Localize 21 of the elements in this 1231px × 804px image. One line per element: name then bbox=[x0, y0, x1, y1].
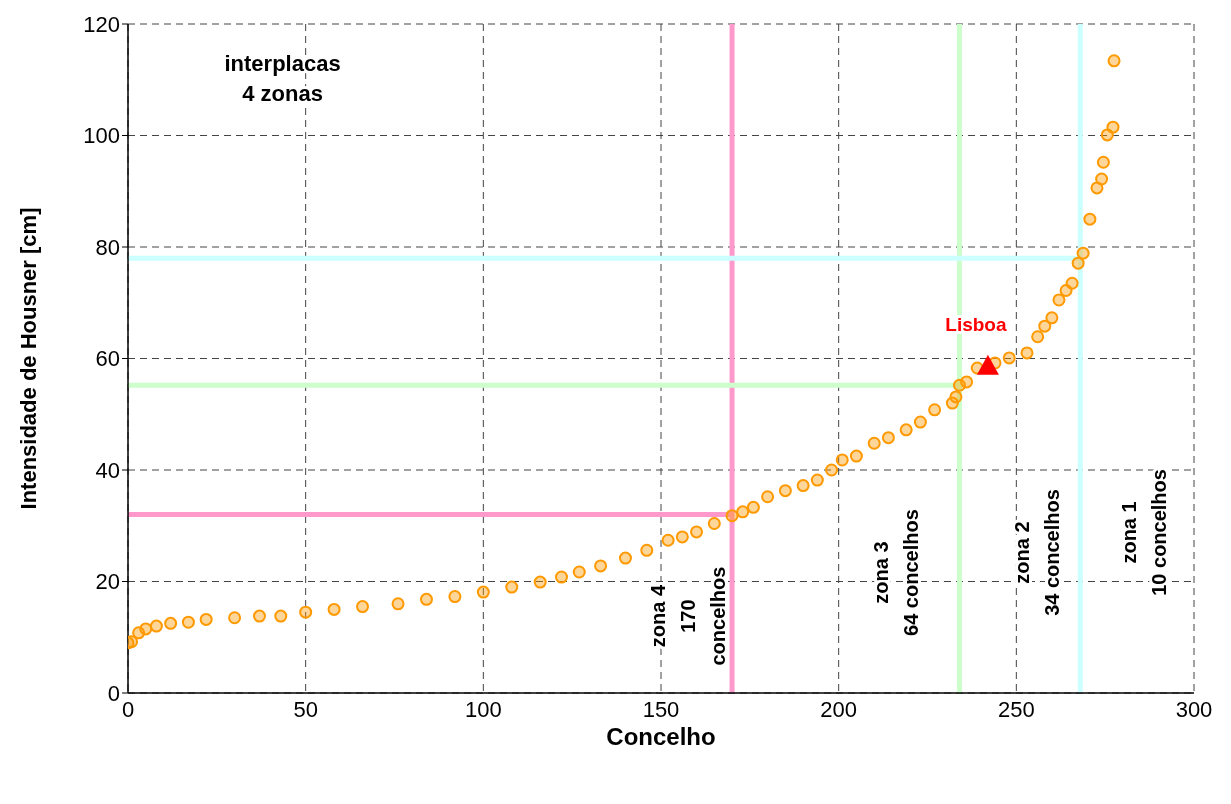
x-tick-label: 100 bbox=[464, 696, 502, 722]
y-axis-title: Intensidade de Housner [cm] bbox=[15, 207, 41, 510]
x-axis-title: Concelho bbox=[606, 723, 716, 750]
x-tick-label: 50 bbox=[293, 696, 318, 722]
x-tick-label: 300 bbox=[1175, 696, 1213, 722]
y-tick-label: 40 bbox=[95, 457, 120, 483]
y-tick-label: 80 bbox=[95, 234, 120, 260]
x-tick-label: 150 bbox=[642, 696, 680, 722]
annotation: zona 1 10 concelhos bbox=[1117, 469, 1170, 596]
y-tick-label: 0 bbox=[107, 680, 120, 706]
annotation: zona 3 64 concelhos bbox=[869, 509, 922, 636]
y-tick-label: 100 bbox=[83, 123, 120, 149]
x-tick-label: 250 bbox=[997, 696, 1035, 722]
y-tick-label: 60 bbox=[95, 346, 120, 372]
series-label: Lisboa bbox=[945, 313, 1007, 335]
y-tick-label: 20 bbox=[95, 569, 120, 595]
annotation: interplacas 4 zonas bbox=[224, 50, 341, 106]
y-tick-label: 120 bbox=[83, 11, 120, 37]
x-tick-label: 200 bbox=[820, 696, 858, 722]
annotation: zona 4 170 concelhos bbox=[646, 566, 729, 666]
annotation: zona 2 34 concelhos bbox=[1011, 489, 1064, 616]
